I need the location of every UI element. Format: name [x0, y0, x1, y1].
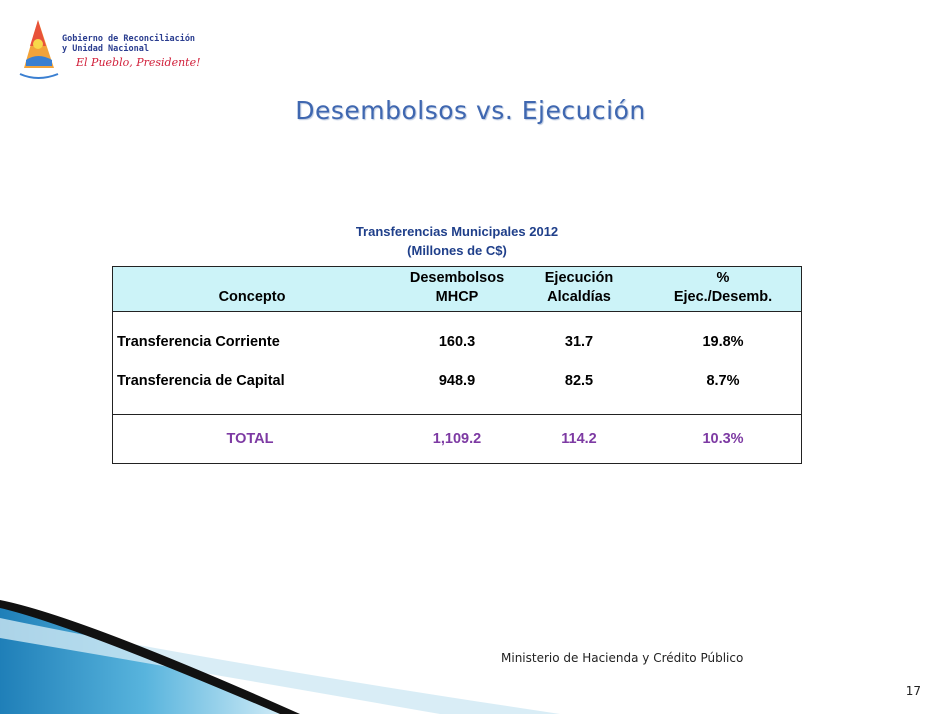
logo-line-2: y Unidad Nacional — [62, 44, 149, 54]
row-ejecucion: 31.7 — [564, 334, 594, 350]
row-concepto: Transferencia de Capital — [117, 373, 285, 389]
logo-line-1: Gobierno de Reconciliación — [62, 34, 196, 44]
table-title: Transferencias Municipales 2012 — [355, 224, 559, 239]
slide-title: Desembolsos vs. Ejecución — [295, 96, 646, 125]
table-header: Concepto Desembolsos MHCP Ejecución Alca… — [113, 267, 801, 312]
header-desembolsos-line2: MHCP — [435, 289, 479, 305]
total-desembolsos: 1,109.2 — [432, 431, 482, 447]
table-total-row: TOTAL 1,109.2 114.2 10.3% — [113, 431, 801, 451]
row-ejecucion: 82.5 — [564, 373, 594, 389]
decorative-swoosh — [0, 600, 560, 714]
page-number: 17 — [905, 684, 921, 698]
footer-ministry: Ministerio de Hacienda y Crédito Público — [501, 651, 744, 665]
table-divider — [113, 414, 801, 415]
total-concepto: TOTAL — [226, 431, 274, 447]
header-pct-line2: Ejec./Desemb. — [673, 289, 773, 305]
row-desembolsos: 948.9 — [438, 373, 476, 389]
total-ejecucion: 114.2 — [561, 431, 597, 447]
header-pct: % Ejec./Desemb. — [653, 269, 793, 307]
row-pct: 8.7% — [706, 373, 740, 389]
row-concepto: Transferencia Corriente — [117, 334, 280, 350]
total-pct: 10.3% — [702, 431, 744, 447]
row-pct: 19.8% — [702, 334, 744, 350]
logo-emblem-icon — [19, 20, 59, 79]
transfers-table: Concepto Desembolsos MHCP Ejecución Alca… — [112, 266, 802, 464]
table-subtitle: (Millones de C$) — [407, 243, 507, 258]
header-ejecucion: Ejecución Alcaldías — [517, 269, 641, 307]
header-ejecucion-line2: Alcaldías — [547, 289, 611, 305]
header-pct-line1: % — [716, 270, 730, 286]
header-desembolsos-line1: Desembolsos — [409, 270, 505, 286]
logo-slogan: El Pueblo, Presidente! — [76, 56, 201, 69]
government-logo: Gobierno de Reconciliación y Unidad Naci… — [14, 16, 201, 82]
row-desembolsos: 160.3 — [438, 334, 476, 350]
header-desembolsos: Desembolsos MHCP — [397, 269, 517, 307]
header-concepto: Concepto — [218, 289, 286, 305]
table-row: Transferencia Corriente 160.3 31.7 19.8% — [113, 334, 801, 354]
header-ejecucion-line1: Ejecución — [544, 270, 614, 286]
table-row: Transferencia de Capital 948.9 82.5 8.7% — [113, 373, 801, 393]
